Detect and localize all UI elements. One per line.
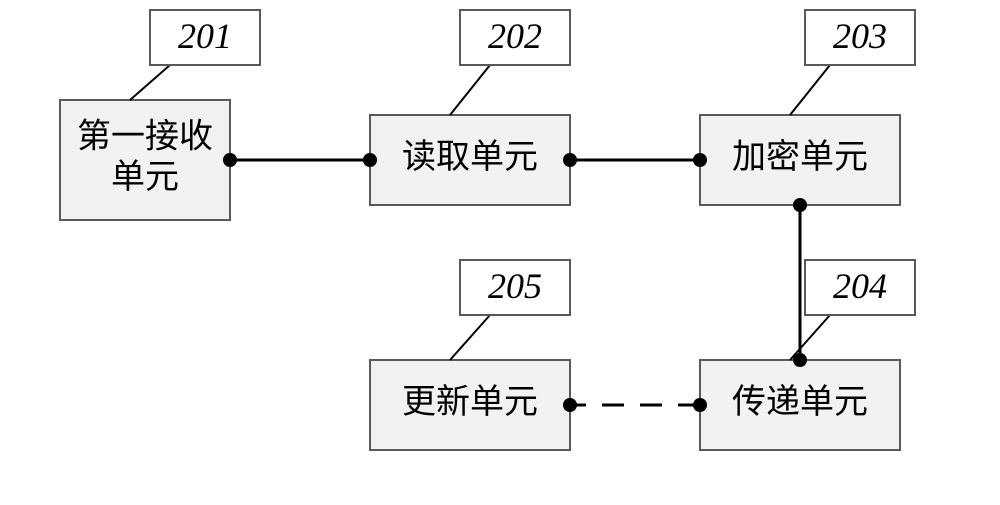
node-text-n204-line0: 传递单元 [732,383,868,421]
leader-n204 [790,315,830,360]
edge-dot [563,153,577,167]
leader-n201 [130,65,170,100]
leader-n202 [450,65,490,115]
edge-dot [693,398,707,412]
node-text-n205-line0: 更新单元 [402,383,538,421]
node-text-n202-line0: 读取单元 [402,138,538,176]
block-diagram: 第一接收单元 读取单元 加密单元传递单元 更新单元 201 202 203 204 205 [0,0,1000,505]
label-text-n203: 203 [833,16,887,56]
edge-dot [363,153,377,167]
leader-n205 [450,315,490,360]
edge-dot [223,153,237,167]
label-text-n202: 202 [488,16,542,56]
leader-n203 [790,65,830,115]
edge-dot [563,398,577,412]
label-text-n205: 205 [488,266,542,306]
label-text-n204: 204 [833,266,887,306]
edge-dot [793,198,807,212]
node-text-n201-line0: 第一接收 [77,118,213,156]
edge-dot [693,153,707,167]
node-text-n203-line0: 加密单元 [732,138,868,176]
label-text-n201: 201 [178,16,232,56]
node-text-n201-line1: 单元 [111,159,179,196]
